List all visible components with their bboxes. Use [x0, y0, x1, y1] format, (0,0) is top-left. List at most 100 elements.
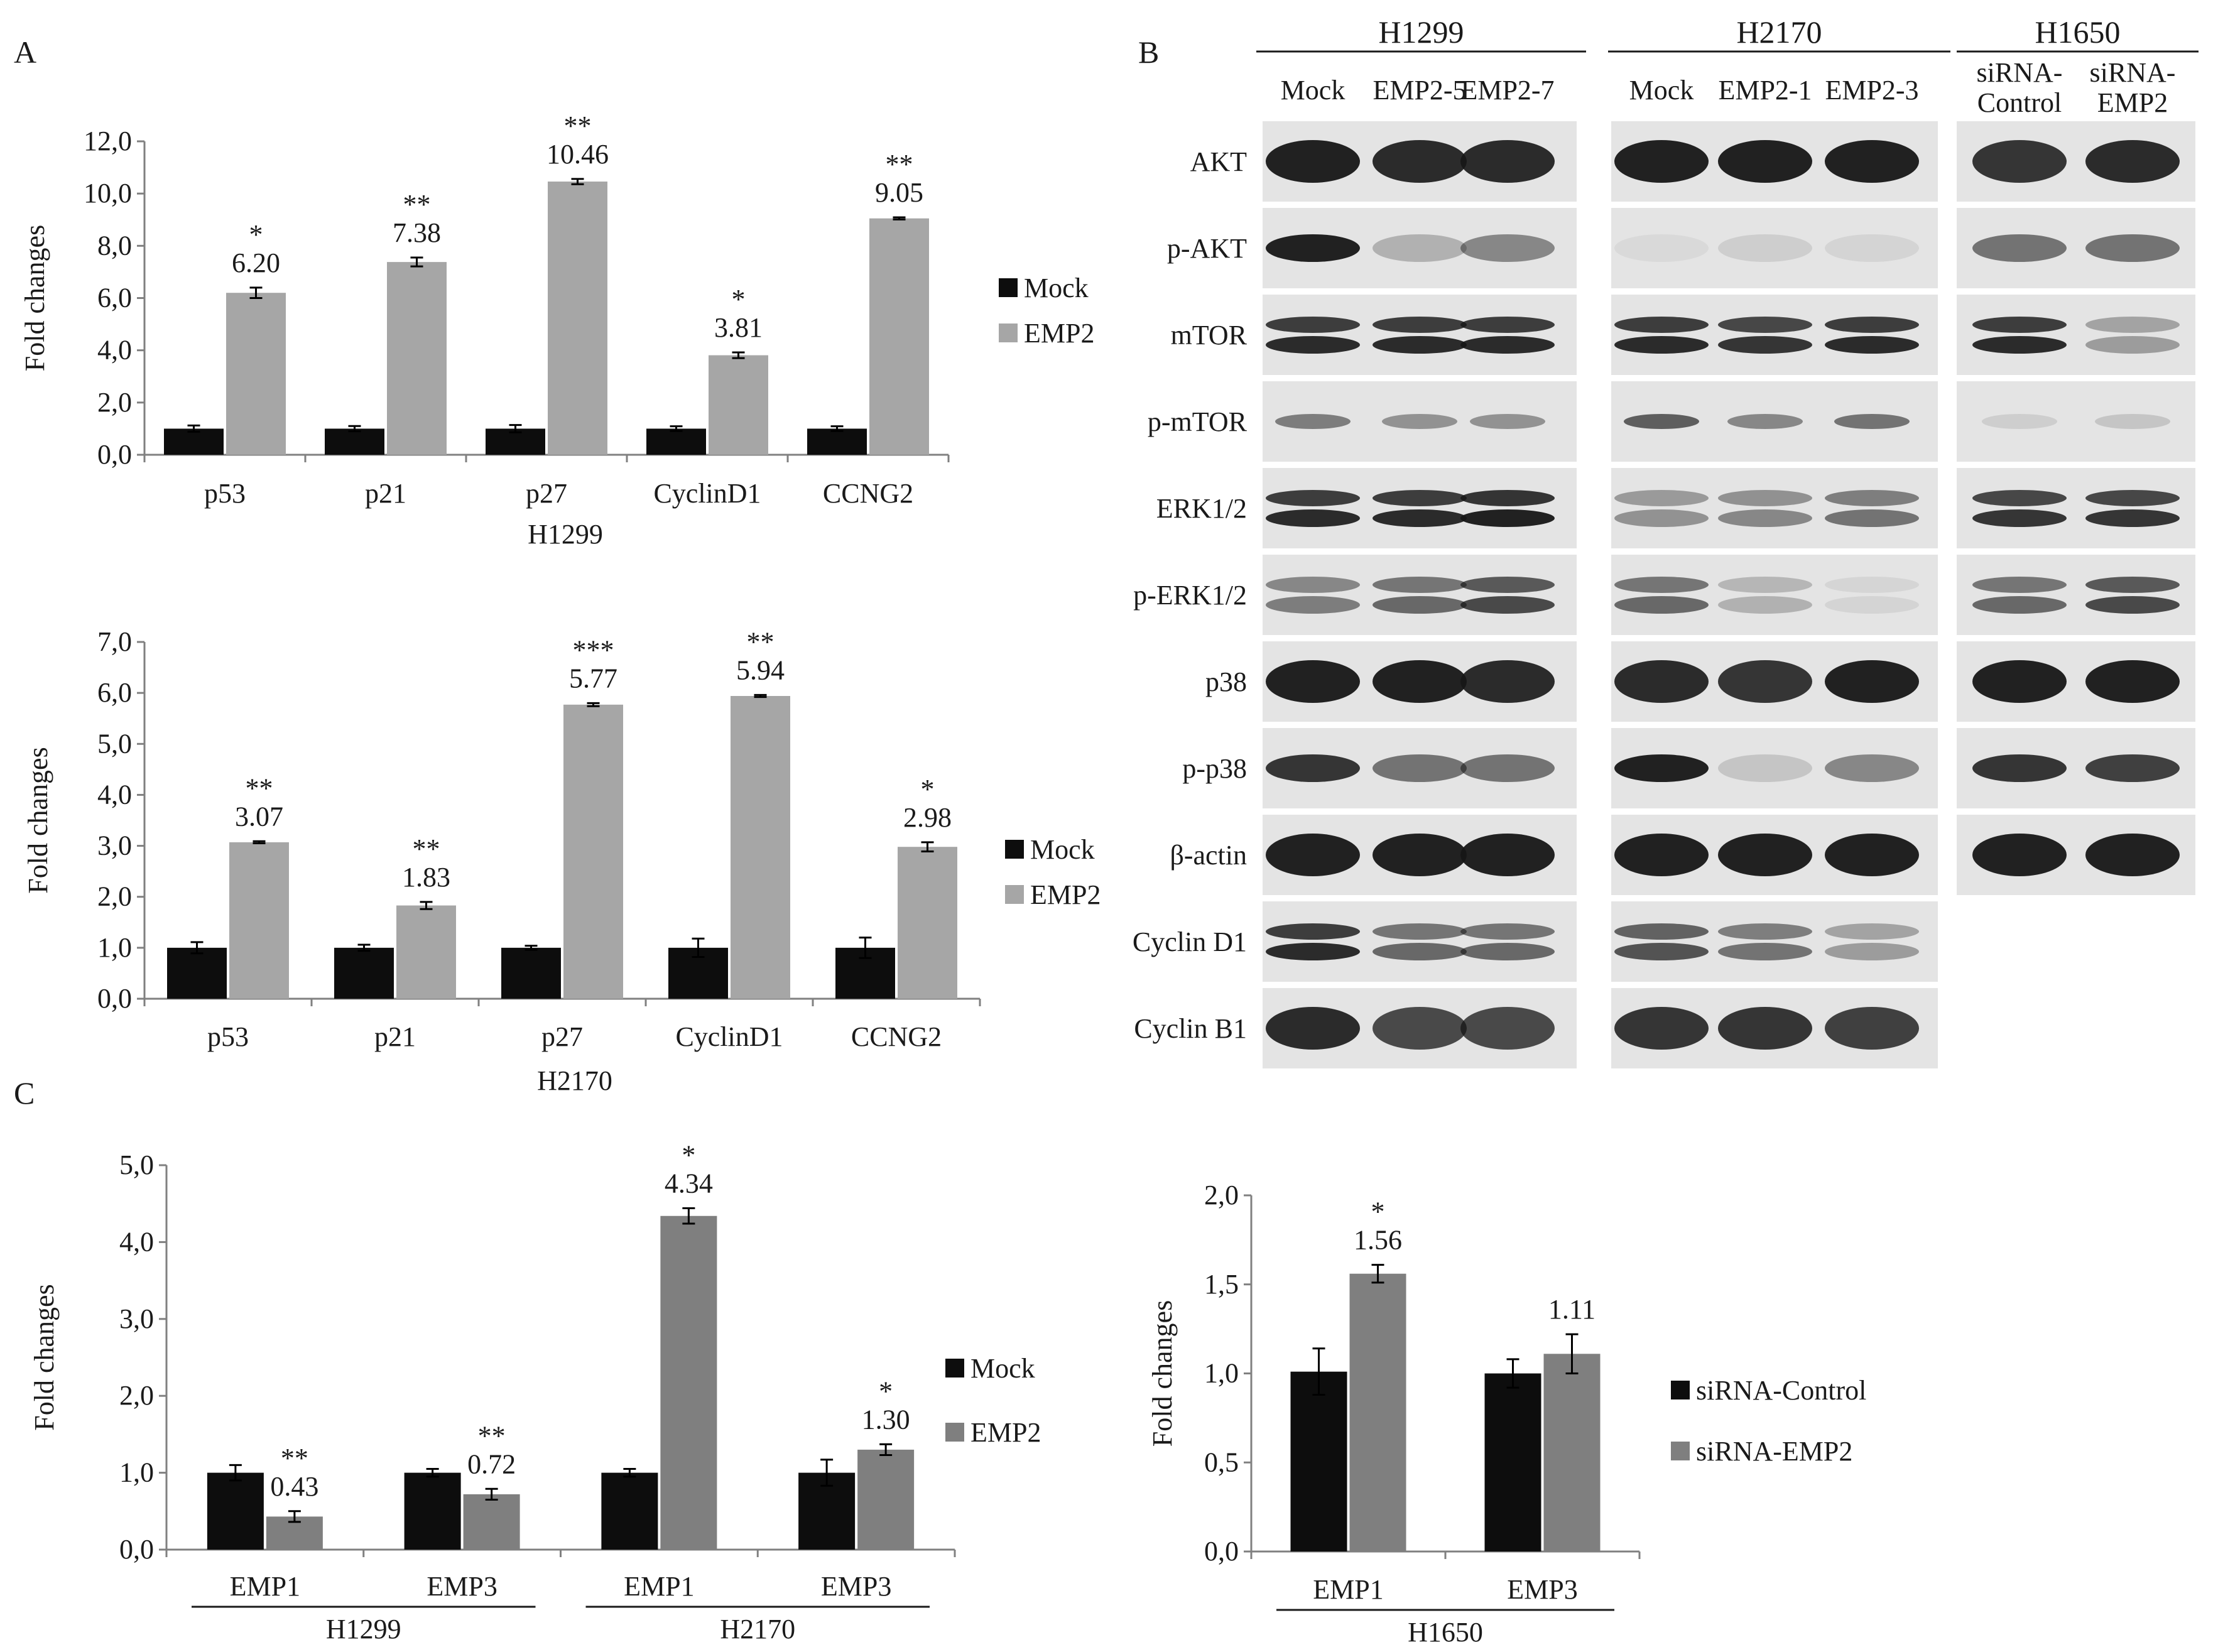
blot-strip — [1263, 901, 1577, 982]
bar-emp2 — [396, 905, 456, 999]
blot-band — [1266, 660, 1360, 703]
significance-stars: ** — [564, 111, 592, 141]
y-tick-label: 2,0 — [97, 881, 132, 912]
blot-band — [1373, 660, 1467, 703]
category-label: EMP3 — [427, 1571, 497, 1602]
blot-band — [2085, 140, 2180, 183]
blot-band — [1266, 577, 1360, 593]
data-label: 5.77 — [569, 663, 617, 693]
blot-lane-label: EMP2-7 — [1460, 75, 1554, 106]
blot-band — [1266, 140, 1360, 183]
significance-stars: ** — [747, 626, 775, 657]
data-label: 1.83 — [402, 862, 450, 893]
y-tick-label: 0,0 — [97, 439, 132, 470]
blot-band — [1972, 490, 2067, 506]
significance-stars: * — [682, 1140, 695, 1171]
y-tick-label: 10,0 — [84, 178, 132, 209]
x-axis-label: H1299 — [528, 519, 603, 550]
category-label: EMP3 — [1507, 1574, 1577, 1605]
y-tick-label: 3,0 — [119, 1303, 154, 1334]
x-axis-label: H2170 — [537, 1065, 612, 1096]
blot-band — [1266, 317, 1360, 333]
blot-band — [1718, 834, 1812, 876]
blot-band — [1373, 234, 1467, 262]
blot-strip — [1611, 901, 1938, 982]
category-label: EMP1 — [1313, 1574, 1383, 1605]
bar-sirna-control — [1484, 1373, 1541, 1551]
blot-lane-label: Control — [1977, 87, 2062, 118]
bar-emp2 — [660, 1215, 717, 1550]
blot-band — [1718, 577, 1812, 593]
blot-band — [1266, 596, 1360, 614]
blot-band — [1460, 509, 1555, 527]
data-label: 3.81 — [714, 312, 763, 343]
blot-band — [1460, 490, 1555, 506]
bar-emp2 — [387, 262, 447, 455]
blot-band — [1718, 754, 1812, 782]
y-tick-label: 0,5 — [1204, 1447, 1239, 1477]
group-label: H1650 — [1408, 1617, 1483, 1648]
blot-band — [1614, 234, 1709, 262]
blot-band — [2085, 509, 2180, 527]
blot-row-label: p-AKT — [1167, 233, 1247, 264]
y-tick-label: 2,0 — [1204, 1180, 1239, 1210]
legend-label: Mock — [1030, 834, 1095, 865]
blot-band — [1266, 834, 1360, 876]
blot-band — [1972, 834, 2067, 876]
category-label: CCNG2 — [851, 1021, 942, 1052]
blot-band — [1834, 414, 1910, 429]
blot-lane-label: EMP2 — [2097, 87, 2168, 118]
significance-stars: *** — [573, 634, 614, 665]
y-axis-label: Fold changes — [29, 1284, 60, 1430]
panel-label-b: B — [1138, 35, 1159, 70]
significance-stars: ** — [403, 189, 431, 220]
y-tick-label: 1,0 — [97, 932, 132, 963]
blot-strip — [1263, 555, 1577, 635]
blot-strip — [1263, 468, 1577, 548]
blot-band — [1825, 1007, 1919, 1050]
blot-band — [1825, 509, 1919, 527]
y-tick-label: 12,0 — [84, 126, 132, 156]
blot-band — [1460, 577, 1555, 593]
blot-band — [1266, 490, 1360, 506]
blot-band — [1972, 509, 2067, 527]
blot-band — [1460, 754, 1555, 782]
blot-band — [1825, 490, 1919, 506]
chart-a-h2170: 0,0 1,0 2,0 3,0 4,0 5,0 6,0 7,0 Fold changes 3.07… — [23, 626, 1101, 1096]
blot-strip — [1263, 295, 1577, 375]
data-label: 6.20 — [232, 247, 280, 278]
legend-swatch — [945, 1423, 964, 1442]
significance-stars: ** — [478, 1420, 506, 1451]
legend-label: EMP2 — [970, 1417, 1041, 1448]
blot-band — [1825, 336, 1919, 354]
y-tick-label: 2,0 — [97, 387, 132, 418]
bar-mock — [334, 947, 394, 999]
blot-strip — [1957, 468, 2195, 548]
blot-band — [1972, 336, 2067, 354]
blot-band — [1718, 509, 1812, 527]
category-label: EMP1 — [624, 1571, 694, 1602]
blot-strip — [1957, 555, 2195, 635]
blot-band — [1972, 234, 2067, 262]
blot-band — [1382, 414, 1457, 429]
significance-stars: ** — [886, 149, 913, 180]
y-axis-label: Fold changes — [19, 225, 50, 371]
blot-band — [1972, 140, 2067, 183]
blot-row-label: ERK1/2 — [1156, 493, 1247, 524]
blot-band — [1373, 754, 1467, 782]
bar-mock — [207, 1472, 264, 1550]
blot-strip — [1611, 208, 1938, 288]
legend-label: siRNA-EMP2 — [1696, 1436, 1852, 1467]
data-label: 1.11 — [1548, 1294, 1596, 1325]
blot-strip — [1611, 295, 1938, 375]
legend-swatch — [945, 1359, 964, 1378]
blot-band — [1460, 834, 1555, 876]
legend-label: EMP2 — [1024, 318, 1094, 349]
data-label: 1.56 — [1354, 1225, 1402, 1256]
bar-emp2 — [731, 696, 790, 999]
blot-lane-label: Mock — [1629, 75, 1694, 106]
blot-lane-label: EMP2-5 — [1373, 75, 1466, 106]
data-label: 9.05 — [875, 177, 923, 208]
